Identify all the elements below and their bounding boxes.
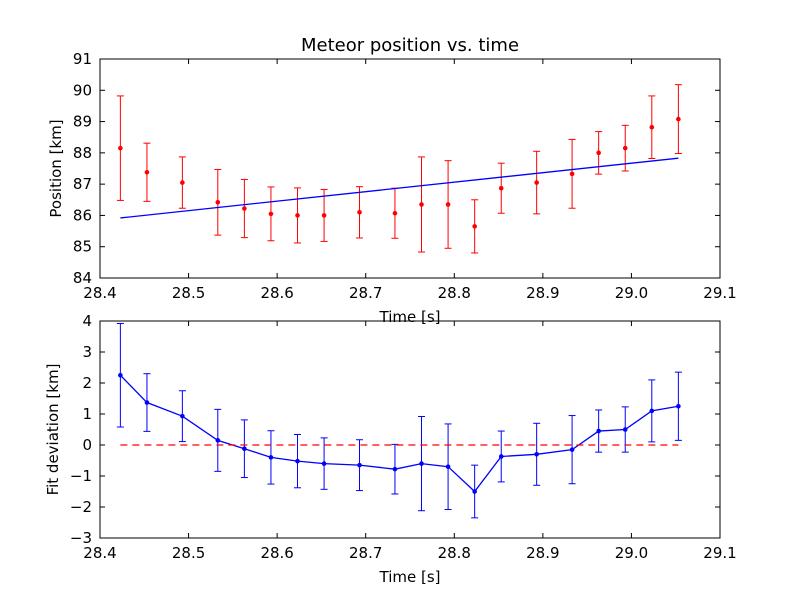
deviation-plot-area bbox=[116, 322, 682, 519]
position-y-tick-label: 88 bbox=[73, 144, 92, 162]
position-x-axis-label: Time [s] bbox=[379, 308, 441, 326]
deviation-x-tick-label: 29.1 bbox=[703, 544, 736, 562]
position-y-tick-label: 87 bbox=[73, 175, 92, 193]
position-data-point bbox=[445, 202, 451, 207]
position-plot-area bbox=[116, 84, 682, 254]
position-data-point bbox=[419, 202, 424, 207]
deviation-data-point bbox=[569, 447, 575, 452]
position-x-tick-label: 28.9 bbox=[526, 284, 559, 302]
deviation-data-point bbox=[144, 400, 150, 405]
deviation-data-point bbox=[118, 372, 123, 378]
deviation-data-point bbox=[498, 454, 504, 459]
position-data-point bbox=[118, 145, 123, 151]
deviation-ticks: 28.4 28.5 28.6 28.7 28.8 28.9 29.0 29.1 −3 −2 −1 0 1… bbox=[70, 312, 737, 562]
position-data-point bbox=[649, 124, 655, 130]
position-data-point bbox=[472, 224, 477, 229]
deviation-data-point bbox=[649, 408, 655, 414]
deviation-x-tick-label: 29.0 bbox=[615, 544, 648, 562]
deviation-axes-frame bbox=[99, 320, 721, 539]
deviation-x-tick-label: 28.9 bbox=[526, 544, 559, 562]
deviation-data-point bbox=[242, 446, 247, 452]
deviation-x-axis-label: Time [s] bbox=[379, 568, 441, 586]
position-data-point bbox=[392, 210, 398, 216]
deviation-y-tick-label: −3 bbox=[70, 529, 92, 547]
position-panel: 28.4 28.5 28.6 28.7 28.8 28.9 29.0 29.1 84 85 86 87… bbox=[47, 35, 737, 326]
deviation-data-point bbox=[622, 427, 628, 432]
deviation-data-point bbox=[268, 455, 274, 460]
position-y-tick-label: 86 bbox=[73, 206, 92, 224]
deviation-panel: 28.4 28.5 28.6 28.7 28.8 28.9 29.0 29.1 −3 −2 −1 0 1… bbox=[44, 312, 737, 586]
position-data-point bbox=[357, 210, 362, 215]
deviation-data-point bbox=[295, 458, 300, 464]
deviation-data-point bbox=[357, 462, 362, 468]
position-data-point bbox=[596, 150, 601, 156]
deviation-x-tick-label: 28.6 bbox=[260, 544, 293, 562]
deviation-y-axis-label: Fit deviation [km] bbox=[44, 364, 62, 496]
position-y-tick-label: 84 bbox=[73, 269, 92, 287]
position-x-tick-label: 28.6 bbox=[260, 284, 293, 302]
position-data-point bbox=[242, 206, 247, 211]
deviation-y-tick-label: 0 bbox=[82, 436, 92, 454]
position-ticks: 28.4 28.5 28.6 28.7 28.8 28.9 29.0 29.1 84 85 86 87… bbox=[73, 50, 737, 302]
position-data-point bbox=[295, 213, 300, 218]
deviation-data-point bbox=[472, 489, 477, 494]
deviation-data-point bbox=[180, 413, 185, 419]
position-data-point bbox=[144, 169, 150, 175]
position-x-tick-label: 29.0 bbox=[615, 284, 648, 302]
position-data-point bbox=[534, 180, 539, 185]
position-x-tick-label: 28.8 bbox=[438, 284, 471, 302]
position-data-point bbox=[569, 171, 575, 177]
deviation-data-point bbox=[445, 464, 451, 470]
position-data-point bbox=[676, 116, 681, 122]
position-data-point bbox=[215, 199, 221, 205]
position-data-point bbox=[498, 185, 504, 191]
position-data-point bbox=[622, 145, 628, 151]
position-y-tick-label: 91 bbox=[73, 50, 92, 68]
deviation-y-tick-label: −1 bbox=[70, 467, 92, 485]
deviation-y-tick-label: 3 bbox=[82, 343, 92, 361]
position-y-tick-label: 89 bbox=[73, 113, 92, 131]
deviation-x-tick-label: 28.4 bbox=[83, 544, 116, 562]
deviation-x-tick-label: 28.8 bbox=[438, 544, 471, 562]
deviation-data-point bbox=[534, 452, 539, 457]
deviation-y-tick-label: 2 bbox=[82, 374, 92, 392]
position-x-tick-label: 29.1 bbox=[703, 284, 736, 302]
deviation-data-point bbox=[321, 461, 327, 466]
position-data-point bbox=[268, 211, 274, 217]
position-data-point bbox=[321, 213, 327, 218]
position-axes-frame bbox=[99, 58, 721, 279]
deviation-x-tick-label: 28.7 bbox=[349, 544, 382, 562]
deviation-data-point bbox=[419, 461, 424, 466]
position-y-tick-label: 85 bbox=[73, 238, 92, 256]
deviation-x-tick-label: 28.5 bbox=[172, 544, 205, 562]
deviation-data-point bbox=[596, 428, 601, 434]
deviation-y-tick-label: 4 bbox=[82, 312, 92, 330]
position-data-point bbox=[180, 180, 185, 185]
position-y-tick-label: 90 bbox=[73, 81, 92, 99]
deviation-data-point bbox=[392, 466, 398, 472]
position-series-line bbox=[120, 157, 679, 219]
chart-title: Meteor position vs. time bbox=[301, 35, 519, 56]
deviation-y-tick-label: 1 bbox=[82, 405, 92, 423]
position-x-tick-label: 28.4 bbox=[83, 284, 116, 302]
position-y-axis-label: Position [km] bbox=[47, 119, 65, 217]
deviation-y-tick-label: −2 bbox=[70, 498, 92, 516]
deviation-data-point bbox=[215, 438, 221, 443]
deviation-series-line bbox=[119, 374, 679, 493]
position-x-tick-label: 28.5 bbox=[172, 284, 205, 302]
deviation-data-point bbox=[676, 403, 681, 409]
position-x-tick-label: 28.7 bbox=[349, 284, 382, 302]
